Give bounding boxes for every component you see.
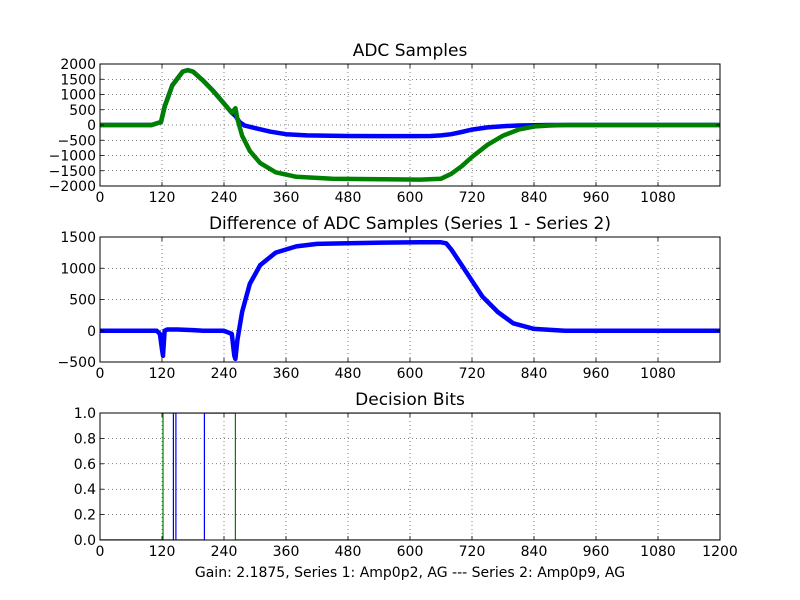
x-tick-label: 120 — [149, 190, 176, 206]
x-tick-label: 840 — [521, 366, 548, 382]
y-tick-label: −1000 — [49, 149, 96, 165]
x-tick-label: 1080 — [640, 544, 676, 560]
y-tick-label: 500 — [69, 293, 96, 309]
x-tick-label: 360 — [273, 190, 300, 206]
chart-2: 0 120 240 360 480 600 720 840 960 1080 1500 1000 500… — [58, 214, 721, 382]
x-tick-label: 720 — [459, 190, 486, 206]
y-tick-label: 0.6 — [74, 457, 96, 473]
series-2-line — [100, 67, 720, 182]
x-tick-label: 360 — [273, 366, 300, 382]
chart-1: 0 120 240 360 480 600 720 840 960 1080 20001500100… — [49, 41, 721, 206]
y-tick-label: 0.4 — [74, 482, 96, 498]
series-group — [100, 240, 720, 362]
y-tick-label: 0.8 — [74, 431, 96, 447]
y-tick-label: 2000 — [60, 57, 96, 73]
y-tick-label: −500 — [58, 133, 96, 149]
y-tick-label: 0 — [87, 118, 96, 134]
y-tick-label: 1500 — [60, 72, 96, 88]
x-tick-label: 0 — [96, 544, 105, 560]
x-tick-label: 840 — [521, 190, 548, 206]
x-tick-label: 720 — [459, 544, 486, 560]
x-tick-label: 720 — [459, 366, 486, 382]
x-tick-label: 0 — [96, 366, 105, 382]
y-tick-label: −500 — [58, 355, 96, 371]
x-tick-label: 600 — [397, 190, 424, 206]
y-tick-label: 1.0 — [74, 406, 96, 422]
x-tick-label: 600 — [397, 366, 424, 382]
y-tick-label: −1500 — [49, 164, 96, 180]
series-group — [100, 413, 720, 540]
y-tick-label: −2000 — [49, 179, 96, 195]
chart-title: Difference of ADC Samples (Series 1 - Se… — [209, 214, 611, 234]
x-tick-label: 120 — [149, 544, 176, 560]
x-tick-label: 0 — [96, 190, 105, 206]
x-tick-label: 480 — [335, 544, 362, 560]
x-tick-label: 960 — [583, 366, 610, 382]
x-tick-label: 120 — [149, 366, 176, 382]
x-tick-label: 840 — [521, 544, 548, 560]
y-tick-label: 0 — [87, 324, 96, 340]
x-tick-label: 960 — [583, 190, 610, 206]
series-1-line — [100, 240, 720, 362]
chart-3: 0 120 240 360 480 600 720 840 960 1080 1200 1.0 0.8 0… — [74, 390, 738, 581]
x-tick-label: 480 — [335, 366, 362, 382]
y-tick-label: 1000 — [60, 261, 96, 277]
series-1-line — [100, 413, 720, 540]
plot-area — [100, 413, 720, 540]
x-tick-label: 1080 — [640, 190, 676, 206]
x-tick-label: 600 — [397, 544, 424, 560]
x-tick-label: 1080 — [640, 366, 676, 382]
y-tick-label: 1000 — [60, 88, 96, 104]
chart-title: Decision Bits — [355, 390, 465, 410]
y-tick-label: 0.2 — [74, 508, 96, 524]
y-tick-label: 500 — [69, 103, 96, 119]
x-tick-label: 240 — [211, 190, 238, 206]
y-tick-label: 1500 — [60, 230, 96, 246]
x-tick-label: 240 — [211, 544, 238, 560]
x-tick-label: 1200 — [702, 544, 738, 560]
x-axis-label: Gain: 2.1875, Series 1: Amp0p2, AG --- S… — [195, 565, 625, 581]
x-tick-label: 480 — [335, 190, 362, 206]
x-tick-label: 240 — [211, 366, 238, 382]
y-tick-label: 0.0 — [74, 533, 96, 549]
x-tick-label: 360 — [273, 544, 300, 560]
series-group — [100, 67, 720, 182]
x-tick-label: 960 — [583, 544, 610, 560]
chart-title: ADC Samples — [353, 41, 468, 61]
